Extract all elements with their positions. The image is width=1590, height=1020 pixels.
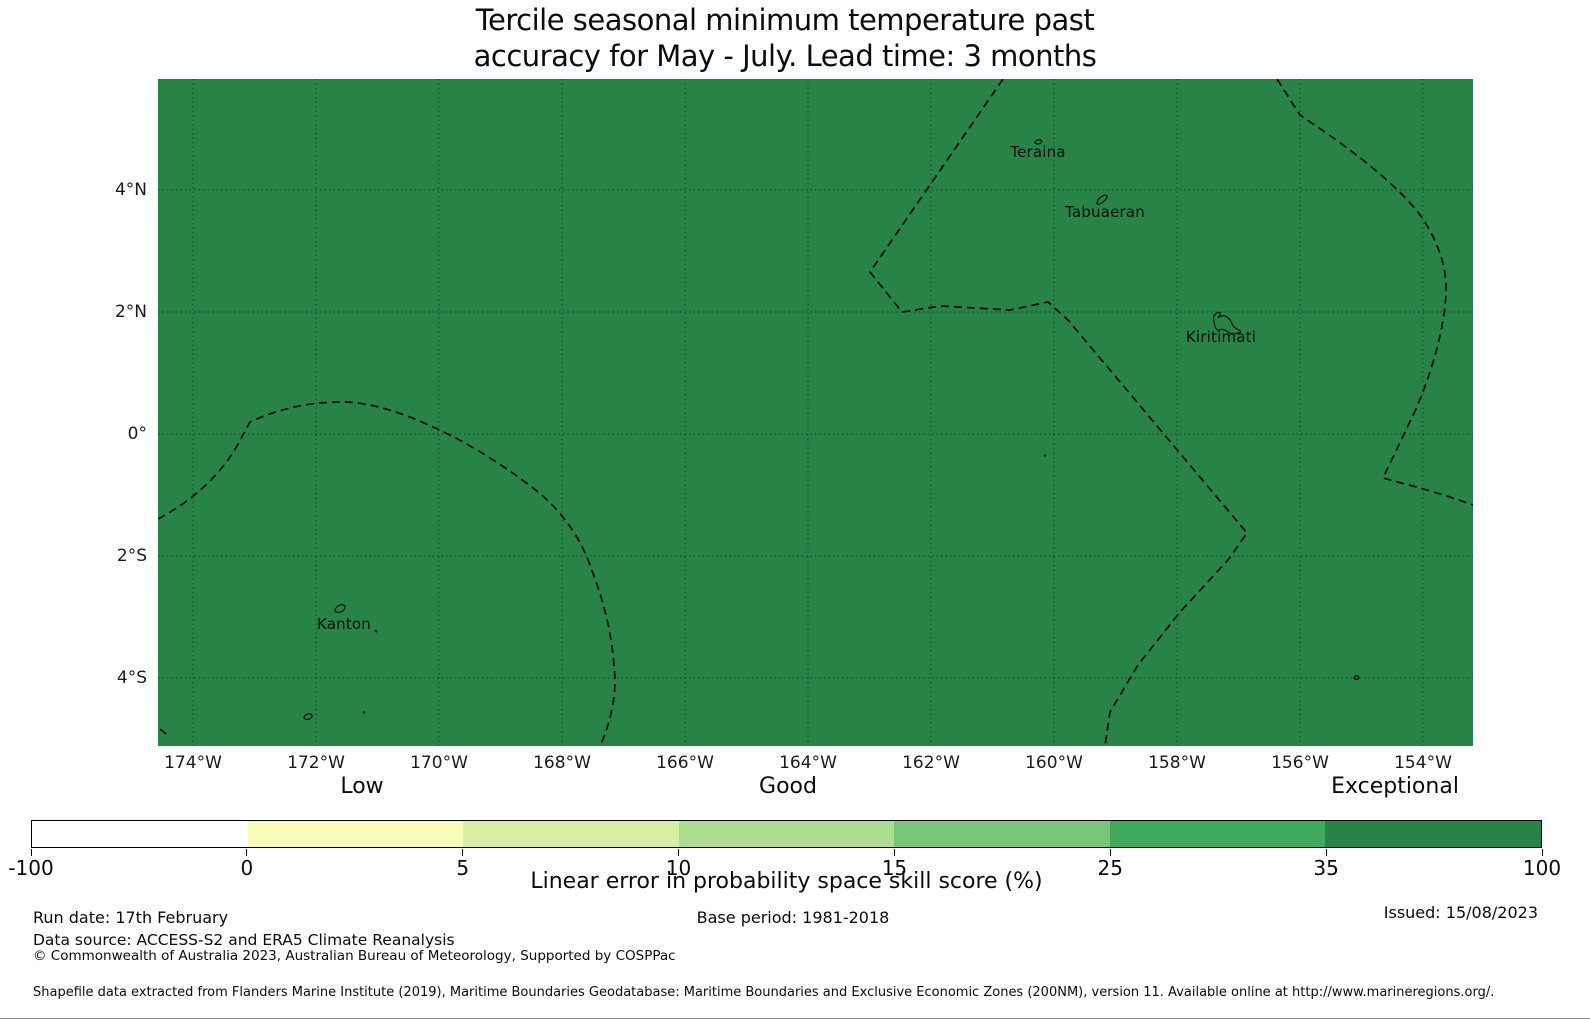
skill-label-low: Low: [340, 774, 384, 799]
lon-tick-label: 168°W: [533, 753, 591, 773]
island-kiritimati-outline: [1212, 311, 1242, 335]
colorbar-segment-3: [678, 821, 895, 847]
colorbar-tick-label: 100: [1522, 856, 1562, 880]
islet-dot-near-kanton: [374, 629, 378, 633]
colorbar-segment-4: [894, 821, 1110, 847]
colorbar-tick-label: 10: [665, 856, 692, 880]
lat-tick-label: 0°: [127, 424, 147, 444]
shapefile-note-text: Shapefile data extracted from Flanders M…: [33, 985, 1495, 1000]
colorbar-tick: [893, 849, 895, 856]
islet-dot-south: [362, 711, 366, 714]
chart-title-line2: accuracy for May - July. Lead time: 3 mo…: [473, 39, 1097, 73]
colorbar-tick-label: 0: [240, 856, 254, 880]
issued-date-text: Issued: 15/08/2023: [1383, 903, 1538, 922]
colorbar-segment-6: [1325, 821, 1542, 847]
colorbar-tick: [1325, 849, 1327, 856]
island-label-kanton: Kanton: [316, 615, 372, 633]
colorbar-tick: [1541, 849, 1543, 856]
colorbar-tick-label: 15: [881, 856, 908, 880]
colorbar-segment-2: [463, 821, 679, 847]
colorbar-tick-label: 25: [1097, 856, 1124, 880]
lon-tick-label: 170°W: [410, 753, 468, 773]
island-kanton-outline: [334, 604, 346, 613]
island-teraina-outline: [1034, 139, 1043, 145]
colorbar-tick-label: -100: [8, 856, 54, 880]
colorbar-tick: [678, 849, 680, 856]
eez-boundary-corner-dash: [159, 728, 171, 738]
lat-tick-label: 4°N: [114, 180, 147, 200]
map-canvas: [158, 79, 1473, 746]
island-label-teraina: Teraina: [1010, 143, 1066, 161]
colorbar: [31, 820, 1542, 848]
colorbar-tick-label: 5: [456, 856, 470, 880]
lat-tick-label: 4°S: [116, 668, 147, 688]
lon-tick-label: 162°W: [902, 753, 960, 773]
lon-tick-label: 166°W: [656, 753, 714, 773]
island-malden-outline: [1353, 675, 1360, 680]
colorbar-label: Linear error in probability space skill …: [530, 869, 1043, 894]
lon-tick-label: 156°W: [1271, 753, 1329, 773]
skill-label-good: Good: [759, 774, 817, 799]
eez-boundary-line-islands-north: [868, 79, 1249, 746]
bottom-divider: [0, 1018, 1590, 1019]
island-small-ring-southwest: [303, 713, 313, 720]
chart-title-line1: Tercile seasonal minimum temperature pas…: [475, 3, 1095, 37]
lon-tick-label: 174°W: [164, 753, 222, 773]
base-period-text: Base period: 1981-2018: [696, 908, 890, 927]
skill-label-exceptional: Exceptional: [1331, 774, 1459, 799]
lon-tick-label: 164°W: [779, 753, 837, 773]
eez-boundary-phoenix-arc: [158, 401, 616, 746]
colorbar-tick: [1109, 849, 1111, 856]
lon-tick-label: 158°W: [1148, 753, 1206, 773]
lon-tick-label: 172°W: [287, 753, 345, 773]
colorbar-segment-5: [1109, 821, 1326, 847]
copyright-text: © Commonwealth of Australia 2023, Austra…: [33, 948, 676, 964]
lat-tick-label: 2°S: [116, 546, 147, 566]
island-label-tabuaeran: Tabuaeran: [1065, 203, 1145, 221]
map-area: Teraina Tabuaeran Kiritimati Kanton: [158, 79, 1473, 746]
island-label-kiritimati: Kiritimati: [1185, 328, 1257, 346]
lon-tick-label: 160°W: [1025, 753, 1083, 773]
colorbar-tick-label: 35: [1313, 856, 1339, 880]
grid-lines: [158, 79, 1473, 746]
colorbar-tick: [30, 849, 32, 856]
eez-boundary-right-curve: [1276, 79, 1473, 506]
lon-tick-label: 154°W: [1394, 753, 1452, 773]
islet-dot-jarvis: [1043, 454, 1047, 457]
colorbar-tick: [246, 849, 248, 856]
run-date-text: Run date: 17th February: [33, 908, 229, 927]
colorbar-tick: [462, 849, 464, 856]
colorbar-segment-1: [247, 821, 464, 847]
lat-tick-label: 2°N: [114, 302, 147, 322]
data-source-text: Data source: ACCESS-S2 and ERA5 Climate …: [33, 931, 455, 949]
colorbar-segment-0: [32, 821, 248, 847]
island-tabuaeran-outline: [1096, 194, 1108, 205]
